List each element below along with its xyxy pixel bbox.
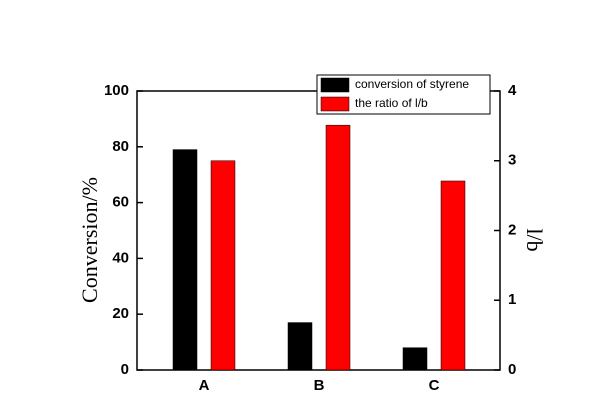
x-tick-label: B <box>314 377 325 394</box>
y2-tick-label: 1 <box>508 291 516 308</box>
y-axis-label: Conversion/% <box>77 177 102 303</box>
x-tick-label: C <box>429 377 440 394</box>
y2-tick-label: 3 <box>508 152 516 169</box>
x-tick-label: A <box>199 377 210 394</box>
y2-axis-label: l/b <box>522 228 547 251</box>
y-tick-label: 80 <box>112 138 129 155</box>
legend-swatch <box>320 77 350 93</box>
bar <box>287 322 313 371</box>
y2-tick-label: 4 <box>508 82 517 99</box>
y-tick-label: 100 <box>104 82 129 99</box>
bar <box>402 347 428 371</box>
y-tick-label: 0 <box>121 361 129 378</box>
legend-swatch <box>320 96 350 112</box>
bar <box>172 149 198 371</box>
bar <box>210 160 236 371</box>
bar <box>325 124 351 371</box>
y2-tick-label: 0 <box>508 361 516 378</box>
y2-tick-label: 2 <box>508 221 516 238</box>
y-tick-label: 40 <box>112 249 129 266</box>
y-tick-label: 60 <box>112 194 129 211</box>
legend-label: conversion of styrene <box>355 77 469 91</box>
legend-label: the ratio of l/b <box>355 96 428 110</box>
y-tick-label: 20 <box>112 305 129 322</box>
bar <box>440 180 466 371</box>
